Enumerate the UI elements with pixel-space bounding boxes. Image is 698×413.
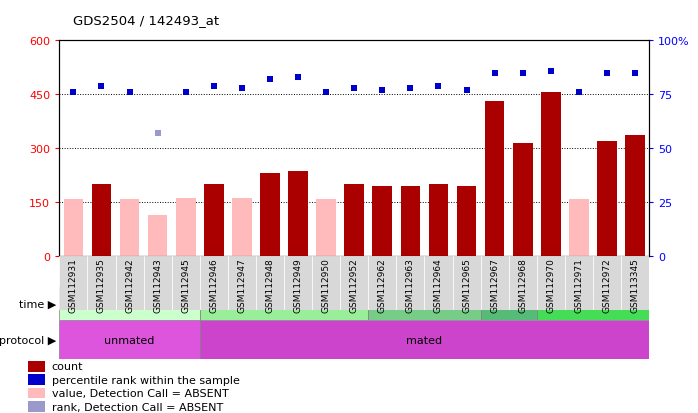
Text: rank, Detection Call = ABSENT: rank, Detection Call = ABSENT [52, 401, 223, 411]
Bar [120, 200, 140, 256]
Text: control: control [110, 299, 149, 309]
Text: GSM112942: GSM112942 [125, 258, 134, 312]
FancyBboxPatch shape [509, 256, 537, 310]
Text: GSM112963: GSM112963 [406, 258, 415, 312]
FancyBboxPatch shape [369, 256, 396, 310]
Bar [485, 102, 505, 256]
FancyBboxPatch shape [452, 256, 481, 310]
Text: protocol ▶: protocol ▶ [0, 335, 56, 345]
Text: GSM112949: GSM112949 [294, 258, 302, 312]
Text: GSM112971: GSM112971 [574, 258, 584, 312]
Bar [373, 187, 392, 256]
Text: GSM112962: GSM112962 [378, 258, 387, 312]
Text: 3 h: 3 h [415, 299, 433, 309]
Bar [232, 198, 252, 256]
FancyBboxPatch shape [228, 256, 256, 310]
Text: GSM112972: GSM112972 [602, 258, 611, 312]
Text: GSM112952: GSM112952 [350, 258, 359, 312]
Bar [288, 172, 308, 256]
Text: value, Detection Call = ABSENT: value, Detection Call = ABSENT [52, 388, 228, 398]
FancyBboxPatch shape [144, 256, 172, 310]
FancyBboxPatch shape [565, 256, 593, 310]
Bar [401, 187, 420, 256]
Text: GSM112950: GSM112950 [322, 258, 331, 312]
Text: GSM112945: GSM112945 [181, 258, 191, 312]
Text: GSM112948: GSM112948 [265, 258, 274, 312]
Bar [344, 185, 364, 256]
Text: GSM112947: GSM112947 [237, 258, 246, 312]
Text: GSM112967: GSM112967 [490, 258, 499, 312]
Text: GSM112964: GSM112964 [434, 258, 443, 312]
Bar [200, 320, 649, 359]
FancyBboxPatch shape [537, 256, 565, 310]
Bar [64, 200, 83, 256]
Bar [429, 185, 448, 256]
Bar [260, 174, 280, 256]
FancyBboxPatch shape [481, 256, 509, 310]
Bar [28, 401, 45, 412]
Bar [456, 187, 477, 256]
Bar [91, 185, 111, 256]
Bar [481, 287, 537, 320]
Bar [200, 287, 369, 320]
FancyBboxPatch shape [396, 256, 424, 310]
FancyBboxPatch shape [115, 256, 144, 310]
FancyBboxPatch shape [593, 256, 621, 310]
Bar [369, 287, 481, 320]
Bar [597, 142, 617, 256]
FancyBboxPatch shape [621, 256, 649, 310]
Bar [537, 287, 649, 320]
Bar [513, 143, 533, 256]
Bar [28, 361, 45, 372]
Text: GSM112935: GSM112935 [97, 258, 106, 312]
Bar [204, 185, 223, 256]
FancyBboxPatch shape [340, 256, 369, 310]
Text: GSM112970: GSM112970 [547, 258, 556, 312]
Bar [316, 200, 336, 256]
Text: 0 h: 0 h [275, 299, 293, 309]
FancyBboxPatch shape [87, 256, 115, 310]
Text: GSM112943: GSM112943 [153, 258, 162, 312]
Bar [59, 287, 200, 320]
Text: percentile rank within the sample: percentile rank within the sample [52, 375, 239, 385]
Text: GSM112968: GSM112968 [518, 258, 527, 312]
Text: unmated: unmated [105, 335, 155, 345]
Text: mated: mated [406, 335, 443, 345]
FancyBboxPatch shape [312, 256, 340, 310]
Text: GSM112946: GSM112946 [209, 258, 218, 312]
Text: 24 h: 24 h [581, 299, 605, 309]
Bar [176, 198, 195, 256]
Bar [625, 136, 645, 256]
Bar [541, 93, 560, 256]
Text: GSM112965: GSM112965 [462, 258, 471, 312]
Text: GSM113345: GSM113345 [630, 258, 639, 312]
Bar [148, 216, 168, 256]
FancyBboxPatch shape [284, 256, 312, 310]
FancyBboxPatch shape [200, 256, 228, 310]
Text: GSM112931: GSM112931 [69, 258, 78, 312]
Bar [59, 320, 200, 359]
FancyBboxPatch shape [256, 256, 284, 310]
Bar [569, 200, 588, 256]
Text: 6 h: 6 h [500, 299, 517, 309]
FancyBboxPatch shape [59, 256, 87, 310]
Text: time ▶: time ▶ [19, 299, 56, 309]
Bar [28, 374, 45, 385]
FancyBboxPatch shape [172, 256, 200, 310]
FancyBboxPatch shape [424, 256, 452, 310]
Text: GDS2504 / 142493_at: GDS2504 / 142493_at [73, 14, 219, 27]
Text: count: count [52, 361, 83, 371]
Bar [28, 388, 45, 399]
